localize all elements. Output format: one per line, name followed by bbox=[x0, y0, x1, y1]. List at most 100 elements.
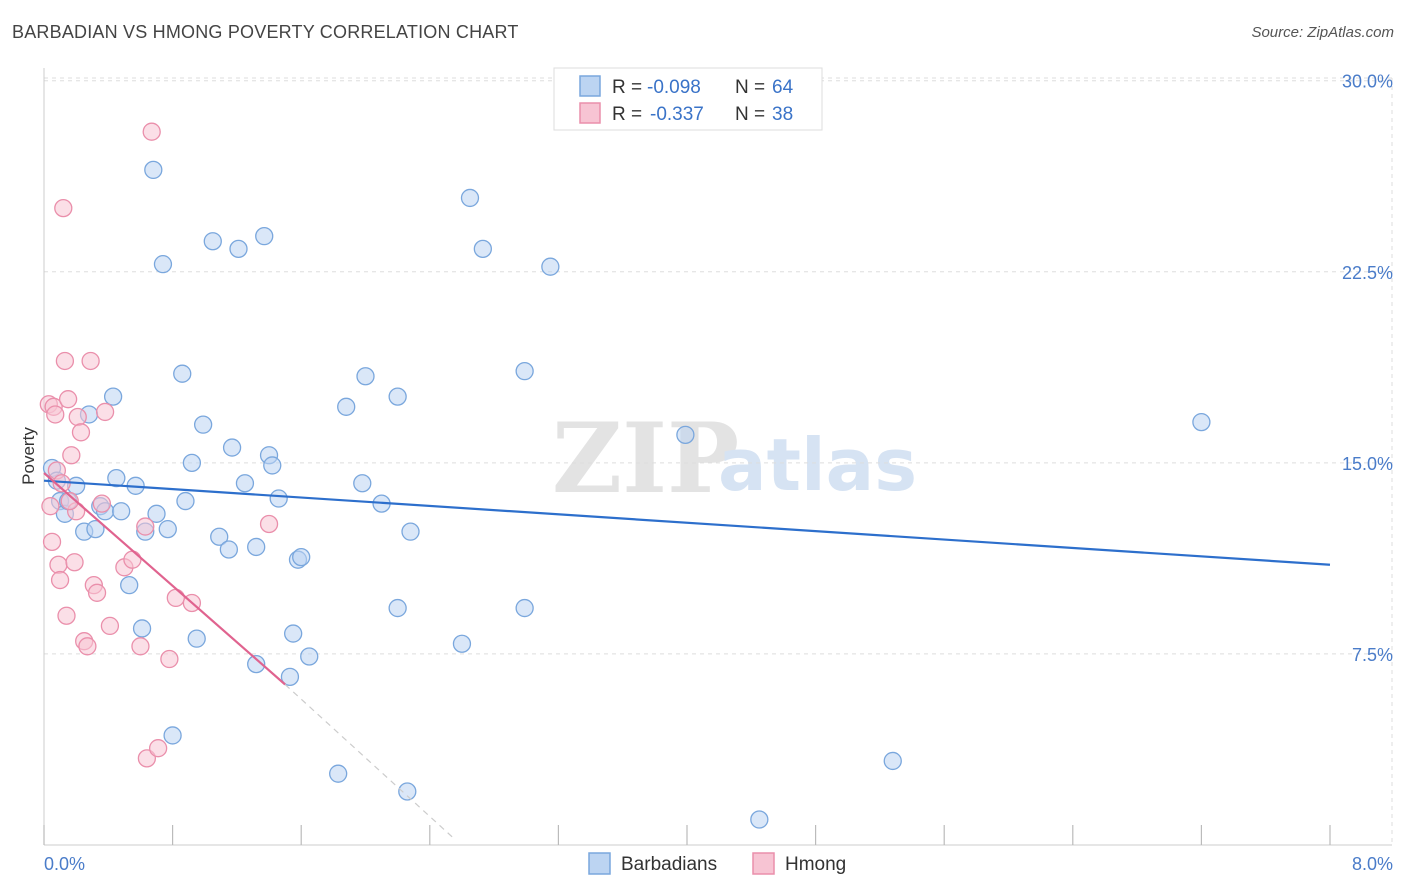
hmong-point-25 bbox=[123, 550, 142, 569]
y-tick-label-2: 22.5% bbox=[1342, 263, 1393, 283]
hmong-point-22 bbox=[95, 402, 115, 422]
barbadians-point-51 bbox=[398, 782, 417, 801]
hmong-point-18 bbox=[78, 637, 97, 656]
y-tick-label-3: 30.0% bbox=[1342, 72, 1393, 92]
barbadians-point-46 bbox=[353, 474, 372, 493]
hmong-point-31 bbox=[160, 649, 179, 669]
barbadians-point-61 bbox=[883, 751, 902, 771]
y-tick-labels: 7.5% 15.0% 22.5% 30.0% bbox=[1342, 72, 1393, 665]
chart-title: BARBADIAN VS HMONG POVERTY CORRELATION C… bbox=[12, 22, 519, 42]
hmong-point-21 bbox=[87, 583, 107, 602]
hmong-point-23 bbox=[100, 616, 120, 636]
barbadians-point-63 bbox=[247, 654, 266, 674]
hmong-point-13 bbox=[65, 553, 84, 572]
legend-r-label-hmong: R = bbox=[612, 104, 642, 125]
bottom-legend-label-barbadians: Barbadians bbox=[621, 854, 717, 875]
x-tick-labels: 0.0% 8.0% bbox=[44, 854, 1393, 874]
legend-swatch-barbadians bbox=[579, 75, 601, 97]
hmong-point-16 bbox=[71, 423, 91, 442]
barbadians-point-32 bbox=[229, 239, 248, 259]
barbadians-point-13 bbox=[112, 502, 131, 521]
barbadians-point-39 bbox=[280, 667, 300, 687]
hmong-point-12 bbox=[62, 446, 81, 465]
hmong-point-29 bbox=[142, 122, 161, 141]
barbadians-point-37 bbox=[263, 456, 282, 475]
barbadians-point-50 bbox=[388, 387, 407, 406]
x-tick-label-1: 8.0% bbox=[1352, 854, 1393, 874]
legend-n-value-hmong: 38 bbox=[772, 104, 793, 125]
barbadians-point-38 bbox=[269, 489, 288, 508]
barbadians-point-28 bbox=[203, 232, 222, 251]
trend-line-hmong bbox=[43, 472, 286, 686]
barbadians-point-26 bbox=[187, 629, 206, 648]
hmong-point-34 bbox=[259, 514, 279, 534]
barbadians-point-22 bbox=[163, 726, 182, 745]
hmong-point-11 bbox=[58, 390, 78, 409]
legend-r-label-barbadians: R = bbox=[612, 77, 642, 98]
hmong-point-32 bbox=[166, 588, 185, 608]
hmong-point-6 bbox=[49, 555, 68, 574]
barbadians-point-30 bbox=[219, 540, 239, 559]
axes bbox=[43, 68, 1392, 846]
barbadians-point-21 bbox=[158, 519, 177, 539]
barbadians-point-16 bbox=[132, 619, 152, 638]
hmong-point-36 bbox=[60, 491, 79, 511]
barbadians-point-12 bbox=[107, 469, 126, 488]
hmong-point-27 bbox=[136, 517, 155, 536]
barbadians-point-34 bbox=[247, 537, 266, 557]
barbadians-point-40 bbox=[284, 624, 303, 643]
legend-n-label-barbadians: N = bbox=[735, 77, 765, 98]
bottom-legend-label-hmong: Hmong bbox=[785, 854, 846, 875]
barbadians-point-60 bbox=[750, 810, 769, 829]
bottom-legend-swatch-hmong bbox=[752, 852, 775, 875]
source-credit: Source: ZipAtlas.com bbox=[1251, 24, 1394, 41]
watermark-atlas: atlas bbox=[718, 423, 917, 507]
barbadians-point-11 bbox=[103, 387, 123, 406]
barbadians-point-18 bbox=[144, 160, 163, 180]
legend-r-value-hmong: -0.337 bbox=[650, 104, 704, 125]
barbadians-point-33 bbox=[235, 474, 255, 493]
hmong-point-9 bbox=[55, 351, 75, 371]
barbadians-point-14 bbox=[120, 576, 139, 595]
barbadians-point-58 bbox=[541, 257, 560, 276]
bottom-legend: Barbadians Hmong bbox=[588, 852, 846, 875]
hmong-point-35 bbox=[92, 494, 112, 513]
barbadians-point-24 bbox=[176, 491, 195, 511]
legend-r-value-barbadians: -0.098 bbox=[647, 77, 701, 98]
barbadians-point-29 bbox=[210, 527, 229, 546]
legend-n-label-hmong: N = bbox=[735, 104, 765, 125]
barbadians-point-8 bbox=[86, 519, 105, 539]
hmong-point-26 bbox=[131, 637, 150, 656]
legend-swatch-hmong bbox=[579, 102, 601, 124]
hmong-point-1 bbox=[41, 497, 60, 516]
hmong-point-19 bbox=[81, 351, 100, 371]
x-tick-label-0: 0.0% bbox=[44, 854, 85, 874]
trend-line-barbadians bbox=[43, 479, 1331, 566]
hmong-point-7 bbox=[50, 570, 70, 590]
barbadians-point-44 bbox=[329, 764, 348, 783]
barbadians-point-56 bbox=[515, 598, 534, 618]
trend-lines bbox=[43, 472, 1331, 841]
hmong-point-15 bbox=[68, 407, 87, 427]
barbadians-point-55 bbox=[473, 239, 492, 259]
barbadians-point-47 bbox=[356, 367, 375, 386]
barbadians-point-52 bbox=[401, 522, 420, 541]
bottom-legend-swatch-barbadians bbox=[588, 852, 611, 875]
barbadians-point-62 bbox=[1192, 412, 1211, 432]
barbadians-point-19 bbox=[147, 504, 166, 523]
hmong-point-4 bbox=[46, 405, 65, 424]
barbadians-point-27 bbox=[193, 415, 213, 434]
barbadians-point-31 bbox=[222, 438, 242, 457]
barbadians-point-49 bbox=[388, 598, 407, 618]
barbadians-point-45 bbox=[337, 397, 356, 416]
barbadians-point-20 bbox=[153, 255, 173, 274]
barbadians-point-59 bbox=[676, 425, 695, 444]
hmong-point-8 bbox=[54, 198, 73, 218]
y-tick-label-1: 15.0% bbox=[1342, 454, 1393, 474]
barbadians-point-54 bbox=[460, 188, 480, 208]
barbadians-point-25 bbox=[182, 453, 202, 473]
barbadians-point-35 bbox=[255, 226, 274, 246]
legend-n-value-barbadians: 64 bbox=[772, 77, 794, 98]
hmong-point-2 bbox=[42, 532, 62, 551]
